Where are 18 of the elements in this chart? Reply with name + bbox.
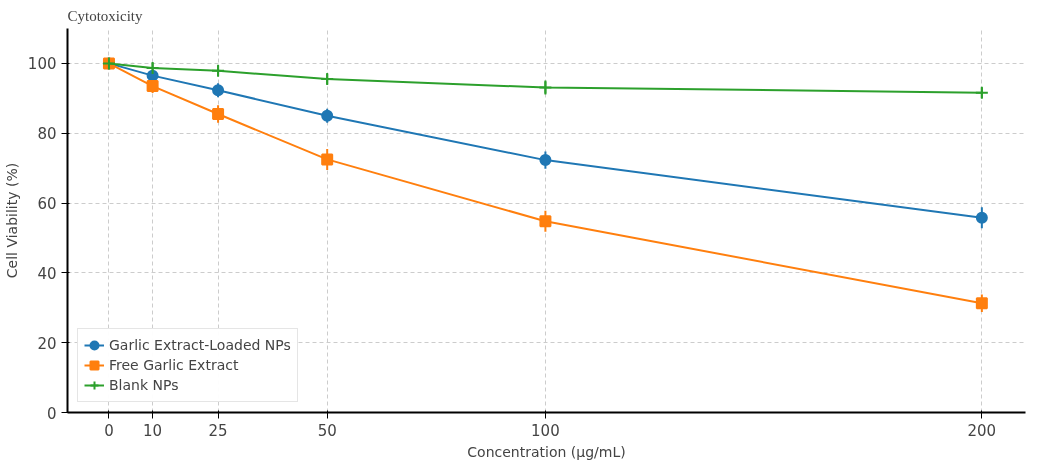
y-tick-label: 80 [37,125,57,144]
legend-label: Garlic Extract-Loaded NPs [109,337,291,353]
x-tick-label: 25 [208,421,228,440]
x-tick-label: 10 [143,421,163,440]
x-axis-title: Concentration (µg/mL) [467,443,626,460]
legend-label: Free Garlic Extract [109,357,239,373]
legend-label: Blank NPs [109,377,179,393]
y-tick-label: 60 [37,195,57,214]
y-axis-title: Cell Viability (%) [3,162,20,279]
chart-title: Cytotoxicity [67,7,143,24]
x-tick-label: 100 [531,421,560,440]
y-tick-label: 100 [27,55,57,74]
x-tick-label: 0 [104,421,114,440]
x-tick-label: 200 [967,421,997,440]
y-tick-label: 0 [46,404,57,423]
x-tick-label: 50 [317,421,337,440]
y-tick-label: 20 [37,334,57,353]
y-tick-label: 40 [37,264,57,283]
